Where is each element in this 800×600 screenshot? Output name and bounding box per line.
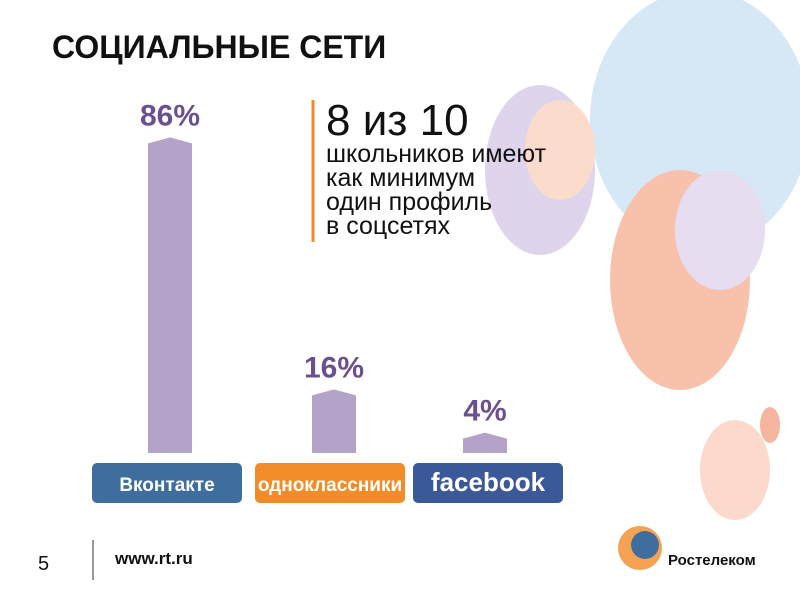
value-label: 4% — [463, 395, 506, 428]
category-badge — [413, 463, 563, 503]
callout-headline: 8 из 10 — [326, 96, 469, 145]
category-badge — [255, 463, 405, 503]
callout-line: школьников имеют — [326, 140, 547, 168]
value-label: 16% — [304, 351, 364, 384]
callout-line: в соцсетях — [326, 212, 451, 240]
callout-line: как минимум — [326, 164, 475, 192]
category-badge — [92, 463, 242, 503]
x-tick-label: Вконтакте — [119, 475, 214, 496]
brand-name: Ростелеком — [668, 552, 756, 569]
bar — [312, 389, 356, 453]
chart-title: СОЦИАЛЬНЫЕ СЕТИ — [52, 29, 386, 65]
brand-logo-inner — [631, 531, 659, 559]
x-tick-label: одноклассники — [258, 475, 402, 496]
callout-line: один профиль — [326, 188, 492, 216]
page-number: 5 — [38, 553, 49, 575]
bar — [463, 432, 507, 453]
footer-url: www.rt.ru — [114, 549, 193, 568]
x-tick-label: facebook — [431, 467, 546, 497]
decoration — [485, 0, 800, 520]
value-label: 86% — [140, 99, 200, 132]
bar — [148, 137, 192, 453]
